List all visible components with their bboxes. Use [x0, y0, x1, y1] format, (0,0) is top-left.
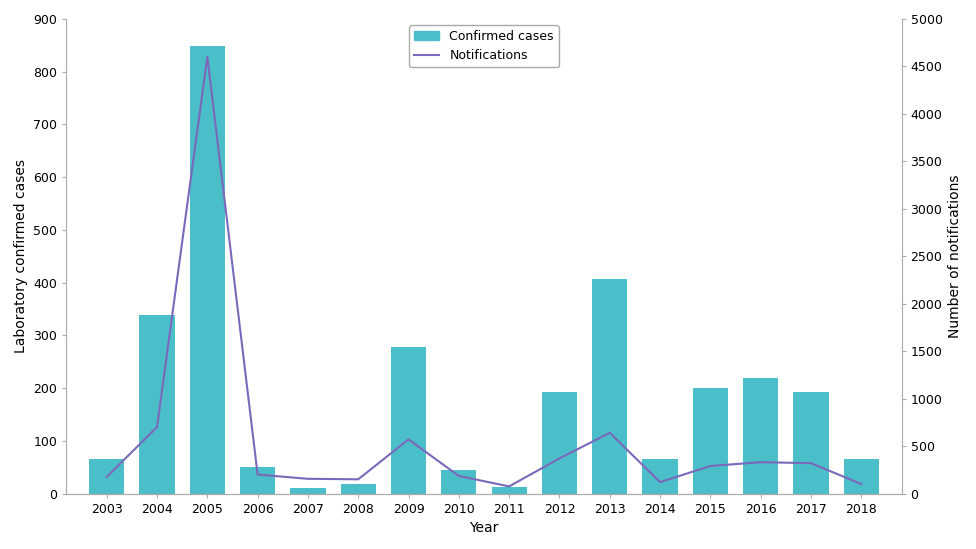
Bar: [341, 484, 376, 494]
Bar: [140, 315, 175, 494]
Bar: [441, 470, 476, 494]
Notifications: [855, 481, 867, 488]
Bar: [542, 393, 577, 494]
Notifications: [604, 429, 616, 436]
Notifications: [453, 473, 465, 479]
Bar: [240, 467, 275, 494]
Notifications: [705, 463, 716, 469]
Bar: [290, 488, 326, 494]
Y-axis label: Number of notifications: Number of notifications: [948, 175, 962, 338]
Notifications: [151, 424, 163, 430]
Bar: [189, 46, 224, 494]
Notifications: [201, 54, 213, 60]
Bar: [793, 393, 829, 494]
X-axis label: Year: Year: [469, 521, 499, 535]
Notifications: [403, 436, 415, 442]
Bar: [492, 487, 527, 494]
Notifications: [504, 483, 515, 490]
Y-axis label: Laboratory confirmed cases: Laboratory confirmed cases: [14, 159, 28, 353]
Bar: [592, 279, 628, 494]
Notifications: [553, 455, 565, 462]
Bar: [89, 460, 124, 494]
Notifications: [654, 479, 666, 485]
Legend: Confirmed cases, Notifications: Confirmed cases, Notifications: [409, 25, 558, 68]
Bar: [743, 378, 778, 494]
Notifications: [352, 476, 364, 483]
Notifications: [754, 459, 766, 466]
Bar: [843, 460, 879, 494]
Bar: [642, 460, 677, 494]
Line: Notifications: Notifications: [106, 57, 861, 486]
Notifications: [805, 460, 817, 467]
Notifications: [101, 474, 112, 480]
Notifications: [303, 475, 314, 482]
Bar: [693, 388, 728, 494]
Bar: [391, 347, 427, 494]
Notifications: [252, 471, 264, 478]
